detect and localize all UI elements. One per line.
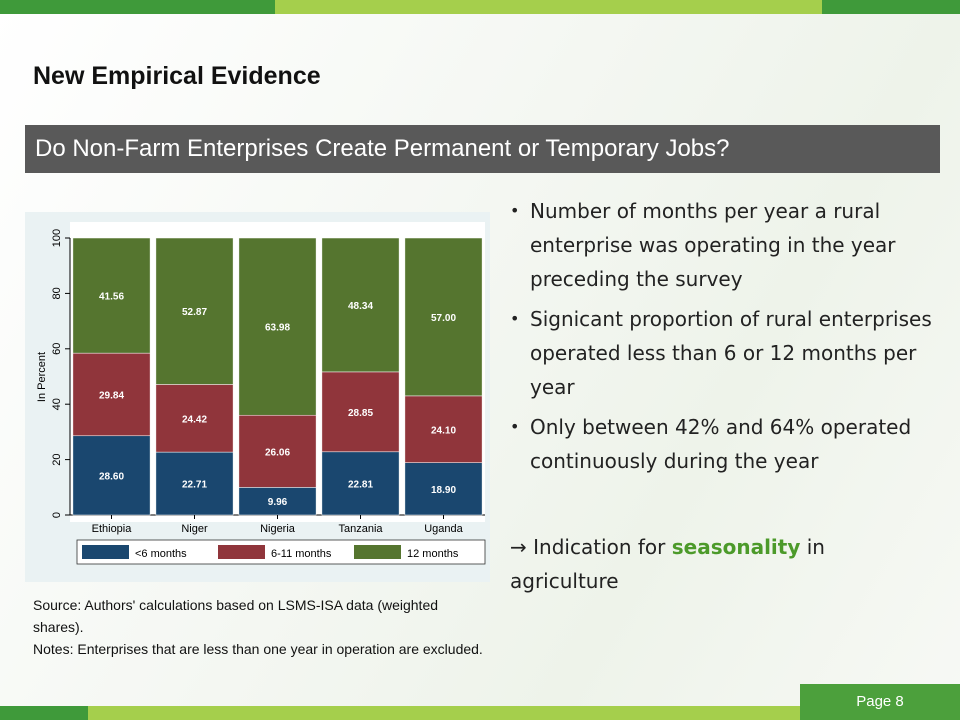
bottom-bar-mid xyxy=(88,706,800,720)
value-label: 48.34 xyxy=(348,301,373,312)
value-label: 63.98 xyxy=(265,323,290,334)
bar-segment xyxy=(404,237,483,397)
bar-segment xyxy=(238,414,317,488)
note: Notes: Enterprises that are less than on… xyxy=(33,641,483,657)
value-label: 24.42 xyxy=(182,414,207,425)
legend-swatch xyxy=(354,545,401,559)
bar-segment xyxy=(404,395,483,463)
x-tick-label: Uganda xyxy=(424,523,463,535)
banner: Do Non-Farm Enterprises Create Permanent… xyxy=(25,125,940,173)
conclusion: → Indication for seasonality in agricult… xyxy=(510,530,930,598)
bar-segment xyxy=(321,371,400,453)
legend-label: 6-11 months xyxy=(271,548,332,560)
bullet: Number of months per year a rural enterp… xyxy=(510,194,940,296)
legend-swatch xyxy=(218,545,265,559)
legend-label: 12 months xyxy=(407,548,459,560)
top-bar-left xyxy=(0,0,275,14)
bar-segment xyxy=(72,237,151,354)
value-label: 28.60 xyxy=(99,471,124,482)
y-tick-label: 0 xyxy=(51,512,63,518)
bullet-list: Number of months per year a rural enterp… xyxy=(510,194,940,484)
chart: In Percent 0 20 40 60 80 100 28.60 29.84 41.56 Et… xyxy=(25,212,490,582)
y-tick-label: 20 xyxy=(51,453,63,465)
bullet: Only between 42% and 64% operated contin… xyxy=(510,410,940,478)
page-number: Page 8 xyxy=(800,684,960,720)
value-label: 41.56 xyxy=(99,292,124,303)
legend-box xyxy=(76,539,486,565)
arrow: → xyxy=(510,535,527,559)
x-tick-label: Nigeria xyxy=(260,523,296,535)
x-tick-label: Ethiopia xyxy=(92,523,133,535)
y-tick-label: 40 xyxy=(51,398,63,410)
x-tick-label: Tanzania xyxy=(338,523,383,535)
y-tick-label: 80 xyxy=(51,287,63,299)
legend-swatch xyxy=(82,545,129,559)
highlight: seasonality xyxy=(671,535,801,559)
value-label: 26.06 xyxy=(265,447,290,458)
bar-segment xyxy=(155,384,234,453)
bar-segment xyxy=(404,462,483,516)
legend-label: <6 months xyxy=(135,548,187,560)
value-label: 9.96 xyxy=(268,497,288,508)
value-label: 18.90 xyxy=(431,485,456,496)
value-label: 29.84 xyxy=(99,390,124,401)
y-tick-label: 100 xyxy=(51,229,63,247)
bar-segment xyxy=(72,352,151,437)
source: Source: Authors' calculations based on L… xyxy=(33,597,439,635)
slide-title: New Empirical Evidence xyxy=(33,62,321,90)
y-tick-label: 60 xyxy=(51,343,63,355)
bar-segment xyxy=(321,237,400,373)
top-bar-right xyxy=(822,0,960,14)
value-label: 22.81 xyxy=(348,479,373,490)
value-label: 28.85 xyxy=(348,408,373,419)
notes: Source: Authors' calculations based on L… xyxy=(33,594,483,660)
conclusion-text: Indication for xyxy=(533,535,666,559)
bar-segment xyxy=(72,435,151,516)
bar-segment xyxy=(155,237,234,385)
value-label: 24.10 xyxy=(431,425,456,436)
y-axis-label: In Percent xyxy=(36,352,48,402)
x-tick-label: Niger xyxy=(181,523,208,535)
bar-segment xyxy=(238,237,317,416)
bullet: Signicant proportion of rural enterprise… xyxy=(510,302,940,404)
bottom-bar-left xyxy=(0,706,88,720)
value-label: 22.71 xyxy=(182,480,207,491)
top-bar-mid xyxy=(275,0,822,14)
conclusion-text: in agriculture xyxy=(510,535,825,593)
bar-segment xyxy=(155,451,234,516)
value-label: 57.00 xyxy=(431,313,456,324)
value-label: 52.87 xyxy=(182,307,207,318)
